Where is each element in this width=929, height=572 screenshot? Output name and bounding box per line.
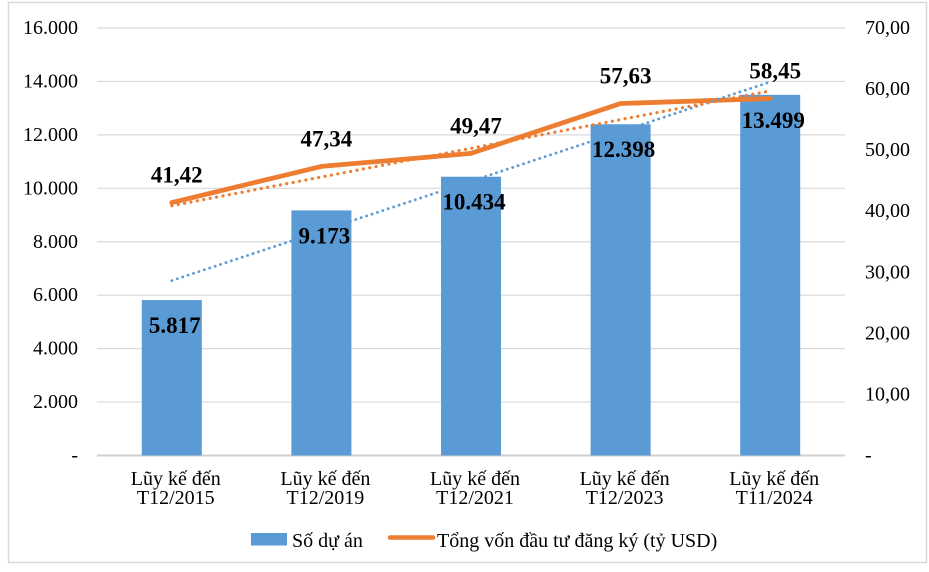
bar-data-label: 9.173	[299, 223, 351, 248]
category-label-line1: Lũy kế đến	[580, 468, 670, 490]
right-axis-tick-label: -	[865, 445, 872, 467]
category-label-line2: T11/2024	[736, 487, 813, 509]
bar-T12/2021	[441, 176, 501, 456]
category-label-line1: Lũy kế đến	[430, 468, 520, 490]
right-axis-tick-label: 20,00	[865, 322, 910, 344]
left-axis-tick-label: 16.000	[23, 17, 78, 39]
right-axis-tick-label: 40,00	[865, 200, 910, 222]
line-series	[169, 96, 773, 205]
bar-T12/2019	[291, 210, 352, 456]
bar-T11/2024	[740, 94, 801, 456]
bar-T12/2015	[141, 300, 202, 456]
line-data-label: 41,42	[151, 163, 203, 188]
left-axis-tick-label: 10.000	[23, 177, 78, 199]
line-data-label: 47,34	[301, 126, 353, 151]
category-label-line1: Lũy kế đến	[131, 468, 221, 490]
right-axis-tick-label: 30,00	[865, 261, 910, 283]
bar-data-label: 12.398	[592, 137, 655, 162]
left-axis-tick-label: 2.000	[33, 391, 78, 413]
bar-data-label: 10.434	[442, 190, 506, 215]
category-label-line2: T12/2021	[436, 487, 514, 509]
category-label-line2: T12/2019	[287, 487, 365, 509]
category-label-line2: T12/2023	[586, 487, 664, 509]
right-axis-tick-label: 70,00	[865, 17, 910, 39]
category-label-line1: Lũy kế đến	[729, 468, 819, 490]
left-axis-tick-label: 4.000	[33, 338, 78, 360]
left-axis-tick-label: 12.000	[23, 124, 78, 146]
right-axis-tick-label: 60,00	[865, 78, 910, 100]
left-axis-tick-label: 8.000	[33, 231, 78, 253]
legend-label-bar-series: Số dự án	[292, 530, 363, 552]
right-axis-tick-label: 10,00	[865, 383, 910, 405]
bar-data-label: 5.817	[149, 313, 201, 338]
legend-swatch-bar	[251, 533, 287, 546]
legend-label-line-series: Tổng vốn đầu tư đăng ký (tỷ USD)	[437, 530, 717, 552]
left-axis-tick-label: 6.000	[33, 284, 78, 306]
line-data-label: 49,47	[450, 113, 502, 138]
bar-trendline-dotted	[170, 80, 772, 282]
line-data-label: 58,45	[749, 59, 801, 84]
category-label-line2: T12/2015	[137, 487, 215, 509]
line-trendline-dotted	[170, 89, 772, 208]
line-data-label: 57,63	[600, 64, 652, 89]
category-label-line1: Lũy kế đến	[280, 468, 370, 490]
right-axis-tick-label: 50,00	[865, 139, 910, 161]
bar-data-label: 13.499	[742, 108, 805, 133]
left-axis-tick-label: 14.000	[23, 70, 78, 92]
left-axis-tick-label: -	[71, 445, 78, 467]
bar-T12/2023	[590, 124, 651, 456]
